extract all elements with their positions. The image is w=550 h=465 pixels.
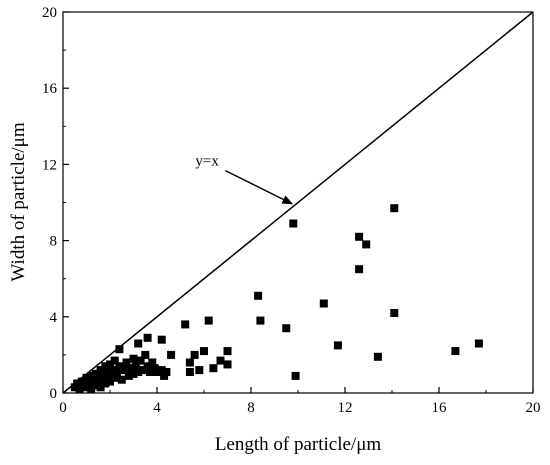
data-point (75, 385, 84, 394)
data-point (136, 356, 145, 365)
data-point (195, 366, 204, 375)
data-point (200, 347, 208, 356)
data-point (117, 375, 126, 384)
data-point (110, 356, 119, 365)
data-point (373, 352, 382, 361)
data-point (124, 371, 133, 380)
data-point (127, 364, 136, 373)
data-point (143, 362, 152, 371)
data-point (82, 373, 91, 382)
data-point (115, 345, 124, 354)
data-point (91, 369, 100, 378)
data-point (256, 316, 265, 325)
data-point (291, 371, 300, 380)
data-point (333, 341, 342, 350)
x-tick-label: 12 (338, 400, 353, 416)
data-point (145, 368, 154, 376)
data-point (190, 350, 199, 359)
data-points (70, 204, 483, 394)
data-point (84, 379, 93, 388)
data-point (106, 360, 114, 369)
y-tick-label: 12 (42, 157, 57, 173)
data-point (223, 360, 232, 369)
data-point (157, 366, 166, 375)
y-tick-label: 0 (50, 386, 58, 402)
x-tick-label: 8 (247, 400, 255, 416)
x-tick-label: 4 (153, 400, 161, 416)
data-point (451, 347, 460, 356)
data-point (96, 366, 105, 375)
data-point (138, 366, 147, 375)
data-point (115, 362, 124, 371)
data-point (106, 377, 114, 386)
data-point (289, 219, 298, 228)
annotation-label: y=x (195, 154, 219, 170)
data-point (185, 358, 194, 367)
data-point (390, 204, 399, 213)
data-point (157, 335, 166, 344)
data-point (129, 369, 138, 378)
data-point (216, 356, 225, 365)
data-point (223, 347, 232, 356)
data-point (162, 368, 171, 376)
data-point (355, 265, 364, 274)
data-point (98, 373, 107, 382)
data-point (108, 366, 117, 375)
data-point (143, 333, 152, 342)
data-point (87, 385, 96, 394)
data-point (254, 291, 263, 300)
x-tick-label: 16 (432, 400, 448, 416)
data-point (181, 320, 190, 329)
annotation-arrow (225, 169, 284, 201)
data-point (87, 371, 96, 380)
data-point (474, 339, 483, 348)
data-point (103, 369, 112, 378)
data-point (131, 360, 140, 369)
reference-line-y-equals-x (62, 11, 534, 394)
data-point (129, 354, 138, 363)
data-point (96, 383, 105, 392)
data-point (390, 309, 399, 317)
data-point (148, 358, 157, 367)
data-point (141, 350, 150, 359)
data-point (94, 375, 103, 384)
y-tick-label: 8 (50, 234, 58, 250)
data-point (355, 232, 364, 241)
y-tick-label: 20 (42, 5, 57, 21)
data-point (134, 368, 143, 376)
data-point (319, 299, 328, 308)
x-tick-label: 0 (59, 400, 67, 416)
x-axis-ticks: 0 4 8 12 16 20 (59, 387, 541, 416)
y-axis-title: Width of particle/μm (8, 122, 29, 281)
x-axis-title: Length of particle/μm (215, 434, 382, 455)
data-point (362, 240, 371, 249)
y-tick-label: 4 (50, 310, 58, 326)
data-point (204, 316, 213, 325)
data-point (134, 339, 143, 348)
data-point (91, 381, 100, 390)
data-point (122, 358, 131, 367)
data-point (185, 368, 194, 376)
x-tick-label: 20 (526, 400, 541, 416)
data-point (120, 366, 129, 375)
data-point (167, 350, 176, 359)
data-point (209, 364, 218, 373)
data-point (113, 369, 121, 378)
data-point (101, 362, 110, 371)
data-point (101, 379, 110, 388)
annotation-arrow-head (281, 195, 294, 205)
data-point (73, 379, 82, 388)
y-axis-ticks: 0 4 8 12 16 20 (42, 5, 69, 402)
y-tick-label: 16 (42, 81, 58, 97)
data-point (153, 368, 161, 376)
data-point (282, 324, 291, 333)
